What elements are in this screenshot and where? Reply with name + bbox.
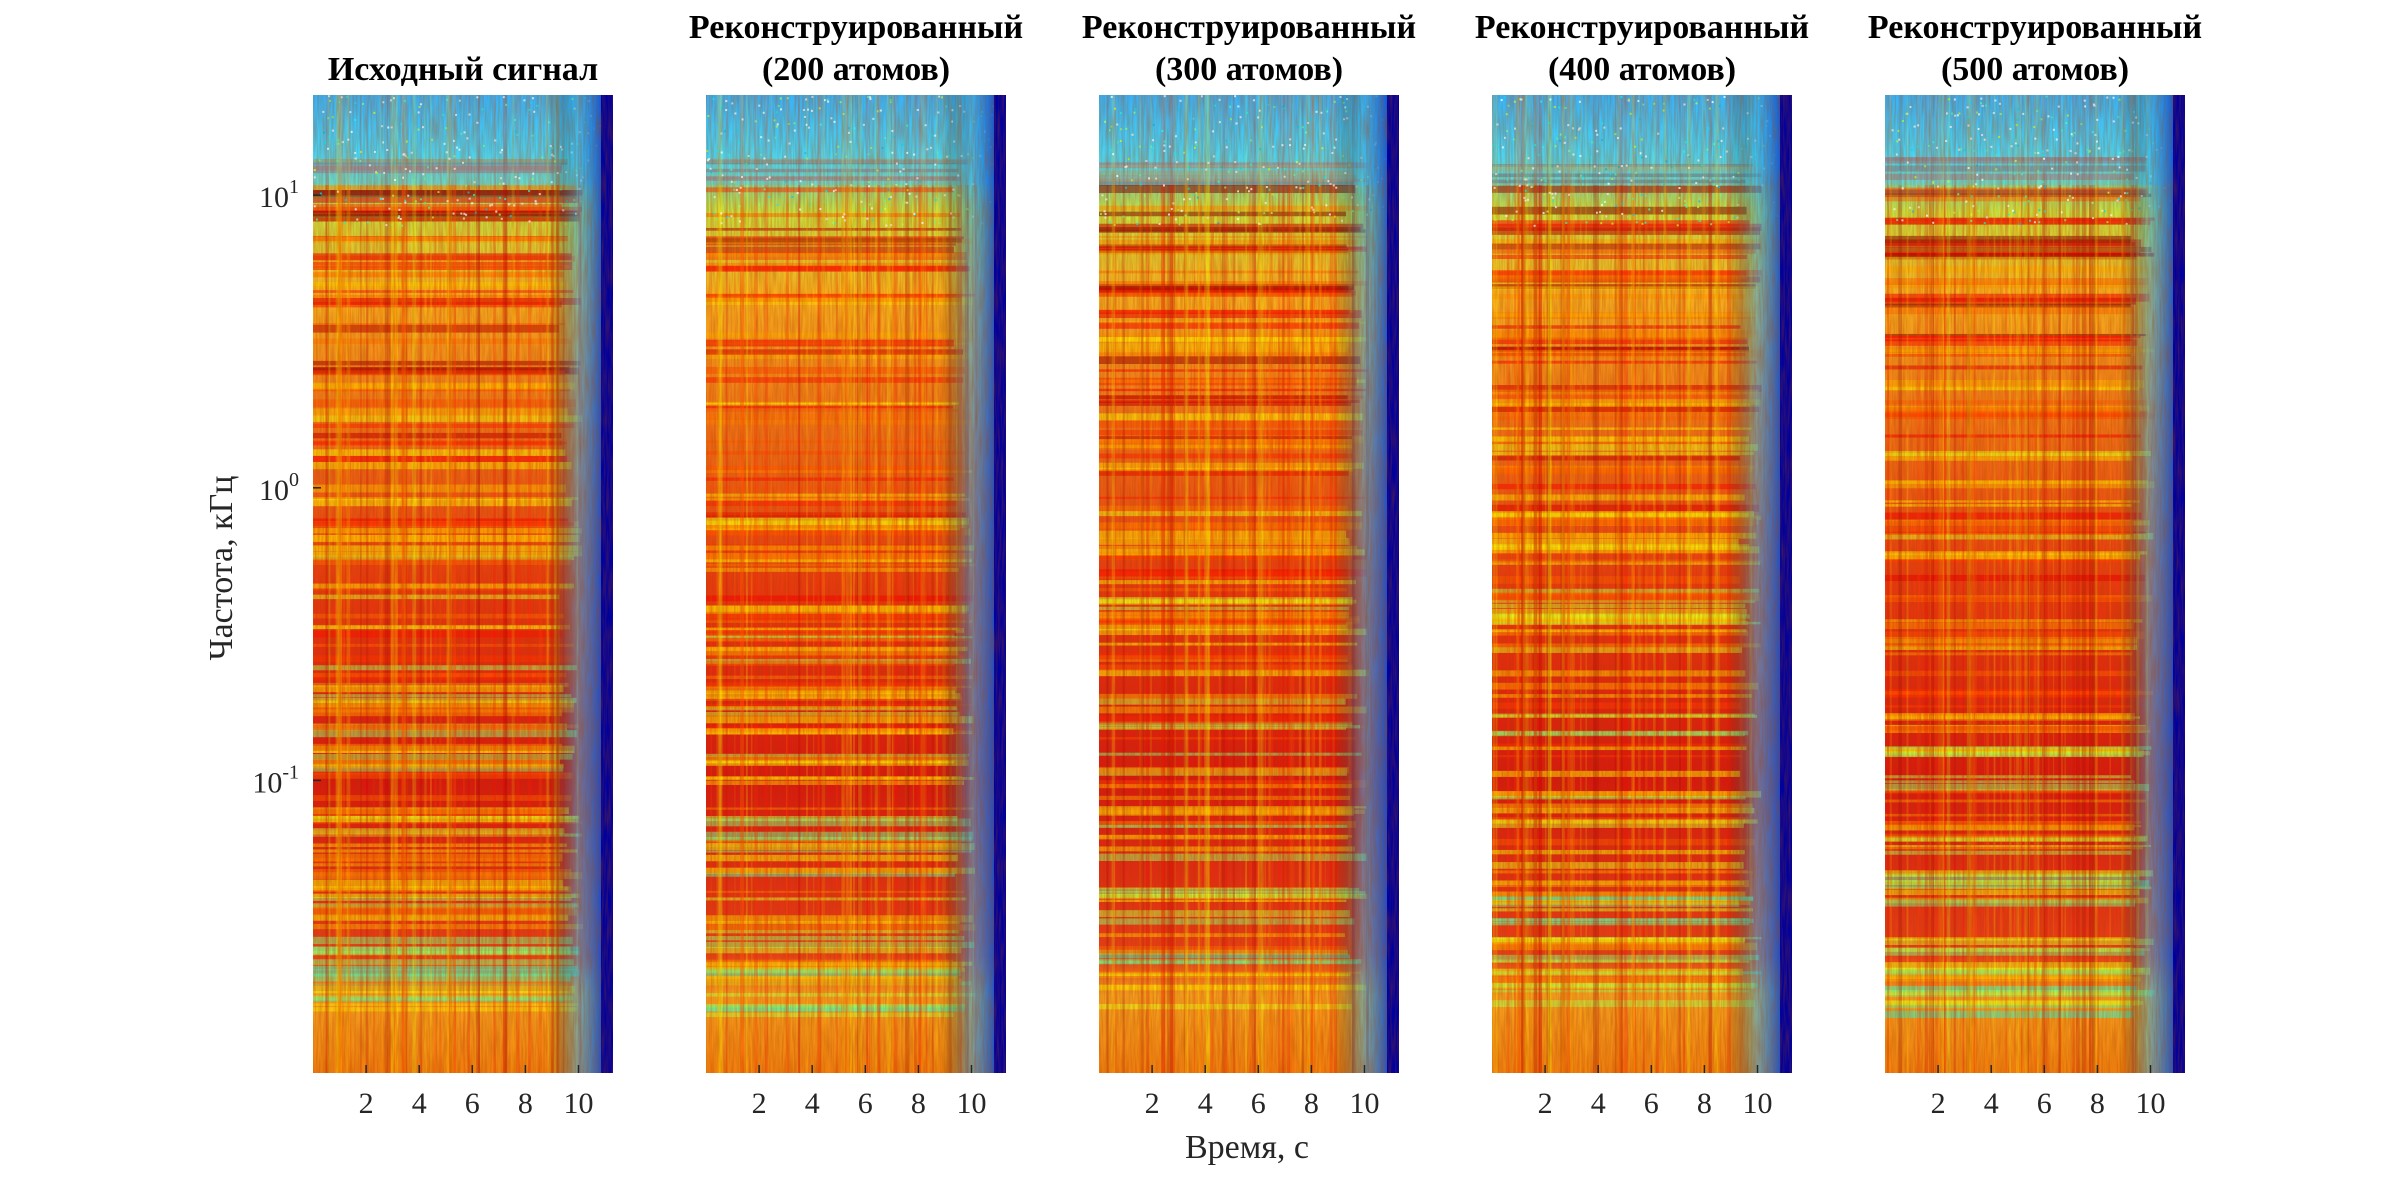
panel-title: (200 атомов) — [762, 51, 950, 88]
spectrogram-panel: Реконструированный (500 атомов) 2 4 6 8 10 — [1868, 9, 2202, 1120]
y-tick-label: 101 — [259, 176, 299, 214]
x-tick-label: 6 — [858, 1087, 873, 1120]
y-axis-label: Частота, кГц — [203, 476, 240, 661]
x-tick-label: 2 — [1931, 1087, 1946, 1120]
spectrogram-panel: Реконструированный (400 атомов) 2 4 6 8 10 — [1475, 9, 1809, 1120]
x-tick-label: 8 — [911, 1087, 926, 1120]
x-tick-label: 10 — [1742, 1087, 1772, 1120]
x-tick-label: 8 — [1304, 1087, 1319, 1120]
spectrogram-image — [1099, 95, 1399, 1073]
x-tick-label: 6 — [1644, 1087, 1659, 1120]
x-tick-label: 6 — [2037, 1087, 2052, 1120]
x-tick-label: 6 — [465, 1087, 480, 1120]
x-tick-label: 10 — [956, 1087, 986, 1120]
x-tick-label: 2 — [1538, 1087, 1553, 1120]
panel-title: (500 атомов) — [1941, 51, 2129, 88]
x-tick-label: 6 — [1251, 1087, 1266, 1120]
x-tick-label: 2 — [359, 1087, 374, 1120]
x-tick-label: 8 — [518, 1087, 533, 1120]
spectrogram-panel: Реконструированный (200 атомов) 2 4 6 8 10 — [689, 9, 1023, 1120]
x-tick-label: 8 — [2090, 1087, 2105, 1120]
x-tick-label: 4 — [1984, 1087, 1999, 1120]
x-tick-label: 8 — [1697, 1087, 1712, 1120]
panel-title: (300 атомов) — [1155, 51, 1343, 88]
spectrogram-panel: Исходный сигнал 2 4 6 8 10 101 100 10-1 — [252, 51, 613, 1120]
spectrogram-image — [1492, 95, 1792, 1073]
x-tick-label: 4 — [412, 1087, 427, 1120]
x-axis-label: Время, с — [1185, 1129, 1309, 1166]
x-tick-label: 10 — [1349, 1087, 1379, 1120]
y-tick-label: 100 — [259, 469, 299, 507]
panel-title: Реконструированный — [1868, 9, 2202, 46]
x-tick-label: 2 — [1145, 1087, 1160, 1120]
panel-title: (400 атомов) — [1548, 51, 1736, 88]
x-tick-label: 4 — [1198, 1087, 1213, 1120]
spectrogram-image — [1885, 95, 2185, 1073]
x-tick-label: 10 — [563, 1087, 593, 1120]
panel-title: Реконструированный — [689, 9, 1023, 46]
panel-title: Исходный сигнал — [328, 51, 598, 88]
panel-title: Реконструированный — [1475, 9, 1809, 46]
subplot-group: Исходный сигнал 2 4 6 8 10 101 100 10-1 Реконстру… — [252, 9, 2202, 1120]
x-tick-label: 2 — [752, 1087, 767, 1120]
y-tick-label: 10-1 — [252, 761, 299, 799]
panel-title: Реконструированный — [1082, 9, 1416, 46]
x-tick-label: 4 — [1591, 1087, 1606, 1120]
spectrogram-image — [706, 95, 1006, 1073]
spectrogram-panel: Реконструированный (300 атомов) 2 4 6 8 10 — [1082, 9, 1416, 1120]
spectrogram-image — [313, 95, 613, 1073]
x-tick-label: 4 — [805, 1087, 820, 1120]
x-tick-label: 10 — [2135, 1087, 2165, 1120]
